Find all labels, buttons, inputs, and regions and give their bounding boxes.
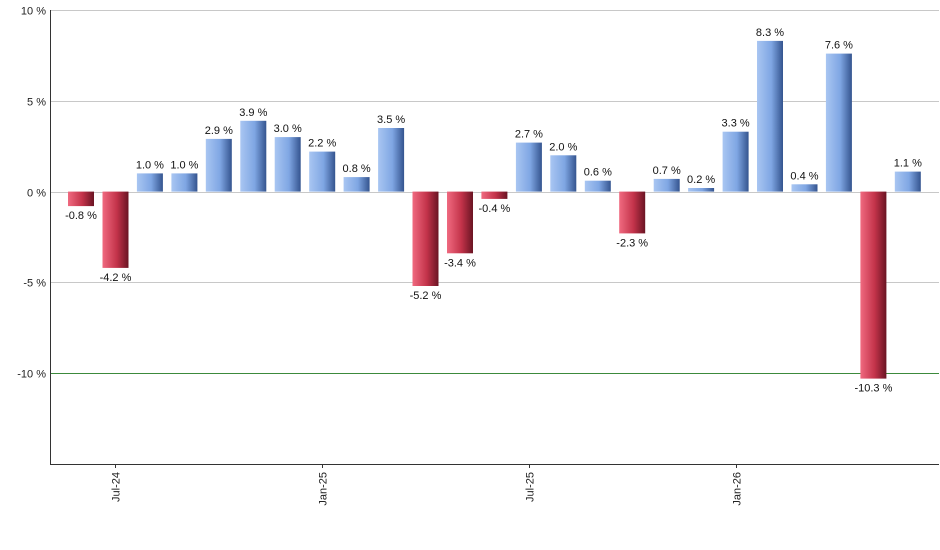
bar <box>343 177 370 192</box>
bar <box>378 128 405 192</box>
data-label: 0.6 % <box>584 167 612 179</box>
bar <box>171 173 198 192</box>
data-label: 0.4 % <box>790 170 818 182</box>
bar <box>791 184 818 192</box>
data-label: 2.7 % <box>515 129 543 141</box>
y-tick-label: 10 % <box>21 6 46 18</box>
bar <box>860 191 887 379</box>
data-labels: -0.8 % -4.2 % 1.0 % 1.0 % 2.9 % 3.9 % 3.0 % 2.2… <box>65 27 922 395</box>
data-label: 8.3 % <box>756 27 784 39</box>
data-label: -0.4 % <box>479 203 511 215</box>
x-tick-label: Jan-26 <box>732 472 744 506</box>
x-tick-label: Jul-25 <box>525 472 537 502</box>
bar <box>653 178 680 192</box>
data-label: 7.6 % <box>825 40 853 52</box>
axes: 10 % 5 % 0 % -5 % -10 % Jul-24 Jan-25 Jul-25 Jan… <box>17 6 939 506</box>
bar <box>688 188 715 192</box>
x-tick-label: Jul-24 <box>111 472 123 502</box>
data-label: 0.2 % <box>687 174 715 186</box>
data-label: -10.3 % <box>854 383 892 395</box>
data-label: 2.2 % <box>308 138 336 150</box>
bar <box>68 191 94 207</box>
data-label: -4.2 % <box>100 272 132 284</box>
data-label: -5.2 % <box>410 290 442 302</box>
bar <box>205 138 232 192</box>
y-tick-label: -10 % <box>17 369 46 381</box>
data-label: 1.0 % <box>170 159 198 171</box>
data-label: 3.3 % <box>722 118 750 130</box>
data-label: 1.0 % <box>136 159 164 171</box>
bar <box>722 131 749 192</box>
bar <box>584 180 611 192</box>
data-label: 3.0 % <box>274 123 302 135</box>
data-label: -3.4 % <box>444 257 476 269</box>
data-label: 0.7 % <box>653 165 681 177</box>
bar <box>515 142 542 192</box>
bars <box>68 40 921 379</box>
y-tick-label: -5 % <box>23 278 46 290</box>
bar <box>240 120 267 192</box>
data-label: 3.5 % <box>377 114 405 126</box>
bar <box>412 191 439 286</box>
x-tick-label: Jan-25 <box>318 472 330 506</box>
bar <box>757 40 783 192</box>
data-label: -0.8 % <box>65 210 97 222</box>
data-label: 3.9 % <box>239 107 267 119</box>
bar <box>136 173 163 192</box>
data-label: -2.3 % <box>616 237 648 249</box>
bar <box>481 191 508 199</box>
bar <box>825 53 852 192</box>
y-tick-label: 0 % <box>27 188 46 200</box>
bar <box>102 191 129 268</box>
data-label: 2.9 % <box>205 125 233 137</box>
y-tick-label: 5 % <box>27 97 46 109</box>
bar <box>447 191 473 254</box>
bar <box>894 171 921 192</box>
bar <box>550 155 577 192</box>
bar <box>619 191 646 234</box>
bar <box>274 137 301 192</box>
data-label: 2.0 % <box>549 141 577 153</box>
data-label: 1.1 % <box>894 158 922 170</box>
data-label: 0.8 % <box>343 163 371 175</box>
bar <box>309 151 336 192</box>
